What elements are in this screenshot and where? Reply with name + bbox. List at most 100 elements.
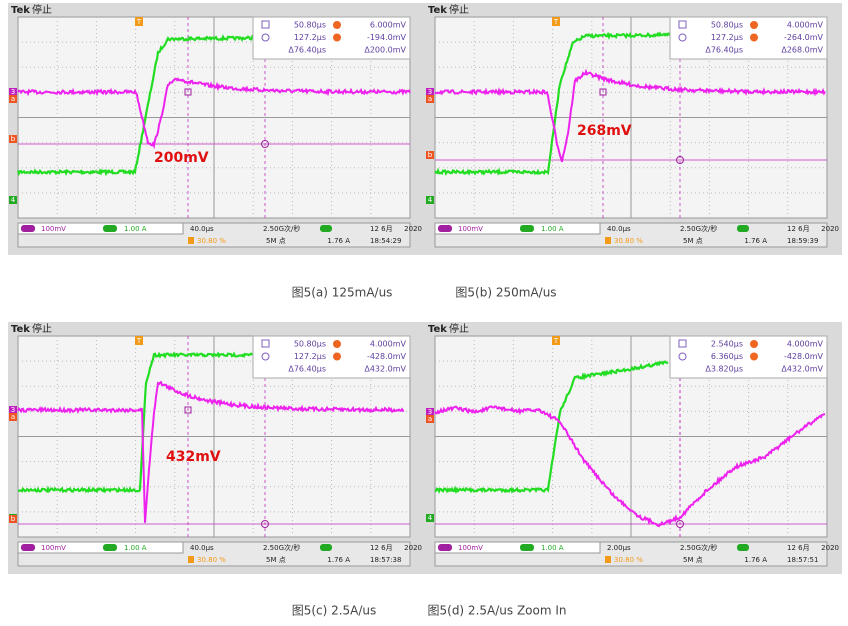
cursor-a-marker: a [11, 413, 15, 421]
ch3-scale: 100mV [458, 225, 483, 233]
readout-box [252, 16, 411, 60]
icon [678, 339, 687, 348]
cursor-a-marker-box [426, 415, 434, 423]
year: 2020 [404, 225, 422, 233]
trig-ch-badge [737, 225, 749, 232]
ch4-marker: 4 [11, 196, 16, 204]
status-box [434, 222, 601, 235]
current-trace [18, 351, 254, 494]
readout-time: Δ76.40μs [288, 46, 326, 55]
ch4-marker-box [426, 196, 434, 204]
cursor-marker [184, 88, 192, 96]
brand: Tek [11, 5, 30, 16]
current-trace [434, 360, 669, 495]
record-length: 5M 点 [266, 237, 286, 245]
trig-ch-badge [320, 544, 332, 551]
cursor-b-marker-box [9, 515, 17, 523]
ch4-badge [520, 225, 534, 232]
annotation: 432mV [166, 449, 221, 465]
ch4-scale: 1.00 A [124, 225, 147, 233]
current-trace [16, 33, 255, 177]
run-state: 停止 [449, 322, 469, 335]
caption: 图5(d) 2.5A/us Zoom In [428, 604, 567, 618]
readout-volt: Δ432.0mV [781, 365, 823, 374]
cursor-a-marker: a [428, 95, 432, 103]
trigger-label: T [136, 18, 142, 26]
trigger-level: 1.76 A [744, 237, 767, 245]
date: 12 6月 [370, 544, 393, 552]
ch3-scale: 100mV [41, 544, 66, 552]
caption: 图5(c) 2.5A/us [292, 604, 377, 618]
icon [750, 340, 758, 348]
readout: 50.80μs 4.000mV 127.2μs -428.0mV Δ76.40μs Δ43… [252, 335, 411, 379]
trig-badge [605, 556, 611, 563]
run-state: 停止 [32, 322, 52, 335]
ch4-marker-box [9, 196, 17, 204]
ch4-scale: 1.00 A [124, 544, 147, 552]
readout-volt: Δ432.0mV [364, 365, 406, 374]
caption: 图5(b) 250mA/us [455, 286, 556, 300]
ch3-scale: 100mV [41, 225, 66, 233]
ch3-marker: 3 [11, 88, 15, 96]
trigger-label: T [553, 337, 559, 345]
record-length: 5M 点 [683, 556, 703, 564]
status-bar: 100mV 1.00 A 40.0μs 30.80 % 2.50G次/秒 5M 点 1.76… [434, 222, 839, 248]
ch3-marker-box [9, 88, 17, 96]
run-state: 停止 [449, 3, 469, 16]
cursor-a-marker-box [426, 95, 434, 103]
caption: 图5(a) 125mA/us [292, 286, 393, 300]
clock: 18:54:29 [370, 237, 401, 245]
ch4-scale: 1.00 A [541, 225, 564, 233]
year: 2020 [821, 544, 839, 552]
voltage-trace [434, 68, 826, 163]
icon [750, 21, 758, 29]
trigger-pos: 30.80 % [614, 556, 643, 564]
timebase: 2.00μs [607, 544, 631, 552]
ch3-badge [21, 225, 35, 232]
cursor-a-marker: a [11, 95, 15, 103]
icon [261, 339, 270, 348]
ch4-badge [520, 544, 534, 551]
readout-volt: 4.000mV [787, 340, 824, 349]
trigger-marker [552, 336, 560, 345]
readout-time: 50.80μs [294, 340, 326, 349]
readout: 50.80μs 6.000mV 127.2μs -194.0mV Δ76.40μs Δ20… [252, 16, 411, 60]
readout-volt: -428.0mV [784, 352, 824, 361]
readout-time: 2.540μs [711, 340, 743, 349]
readout-time: 50.80μs [711, 21, 743, 30]
date: 12 6月 [787, 544, 810, 552]
cursor-b-marker: b [11, 515, 16, 523]
record-length: 5M 点 [266, 556, 286, 564]
readout-time: 50.80μs [294, 21, 326, 30]
ch3-badge [21, 544, 35, 551]
icon [261, 352, 270, 361]
cursor-marker [676, 156, 684, 164]
ch3-marker: 3 [428, 88, 432, 96]
icon [333, 340, 341, 348]
readout-volt: -264.0mV [784, 33, 824, 42]
readout-volt: Δ200.0mV [364, 46, 406, 55]
ch4-marker-box [426, 514, 434, 522]
trig-badge [188, 556, 194, 563]
trigger-label: T [136, 337, 142, 345]
status-bar: 100mV 1.00 A 40.0μs 30.80 % 2.50G次/秒 5M 点 1.76… [17, 541, 422, 567]
trigger-pos: 30.80 % [614, 237, 643, 245]
sample-rate: 2.50G次/秒 [680, 224, 717, 233]
clock: 18:57:51 [787, 556, 818, 564]
cursor-a-marker-box [9, 413, 17, 421]
cursor-marker [261, 140, 269, 148]
brand: Tek [428, 5, 447, 16]
icon [678, 352, 687, 361]
cursor-marker [676, 520, 684, 528]
readout-box [252, 335, 411, 379]
cursor-b-marker: b [11, 135, 16, 143]
status-box [17, 541, 184, 554]
status-box [17, 222, 184, 235]
annotation: 268mV [577, 123, 632, 139]
year: 2020 [404, 544, 422, 552]
ch4-marker: 4 [428, 514, 433, 522]
cursor-marker [261, 520, 269, 528]
trigger-marker [552, 17, 560, 26]
voltage-trace [17, 77, 411, 150]
